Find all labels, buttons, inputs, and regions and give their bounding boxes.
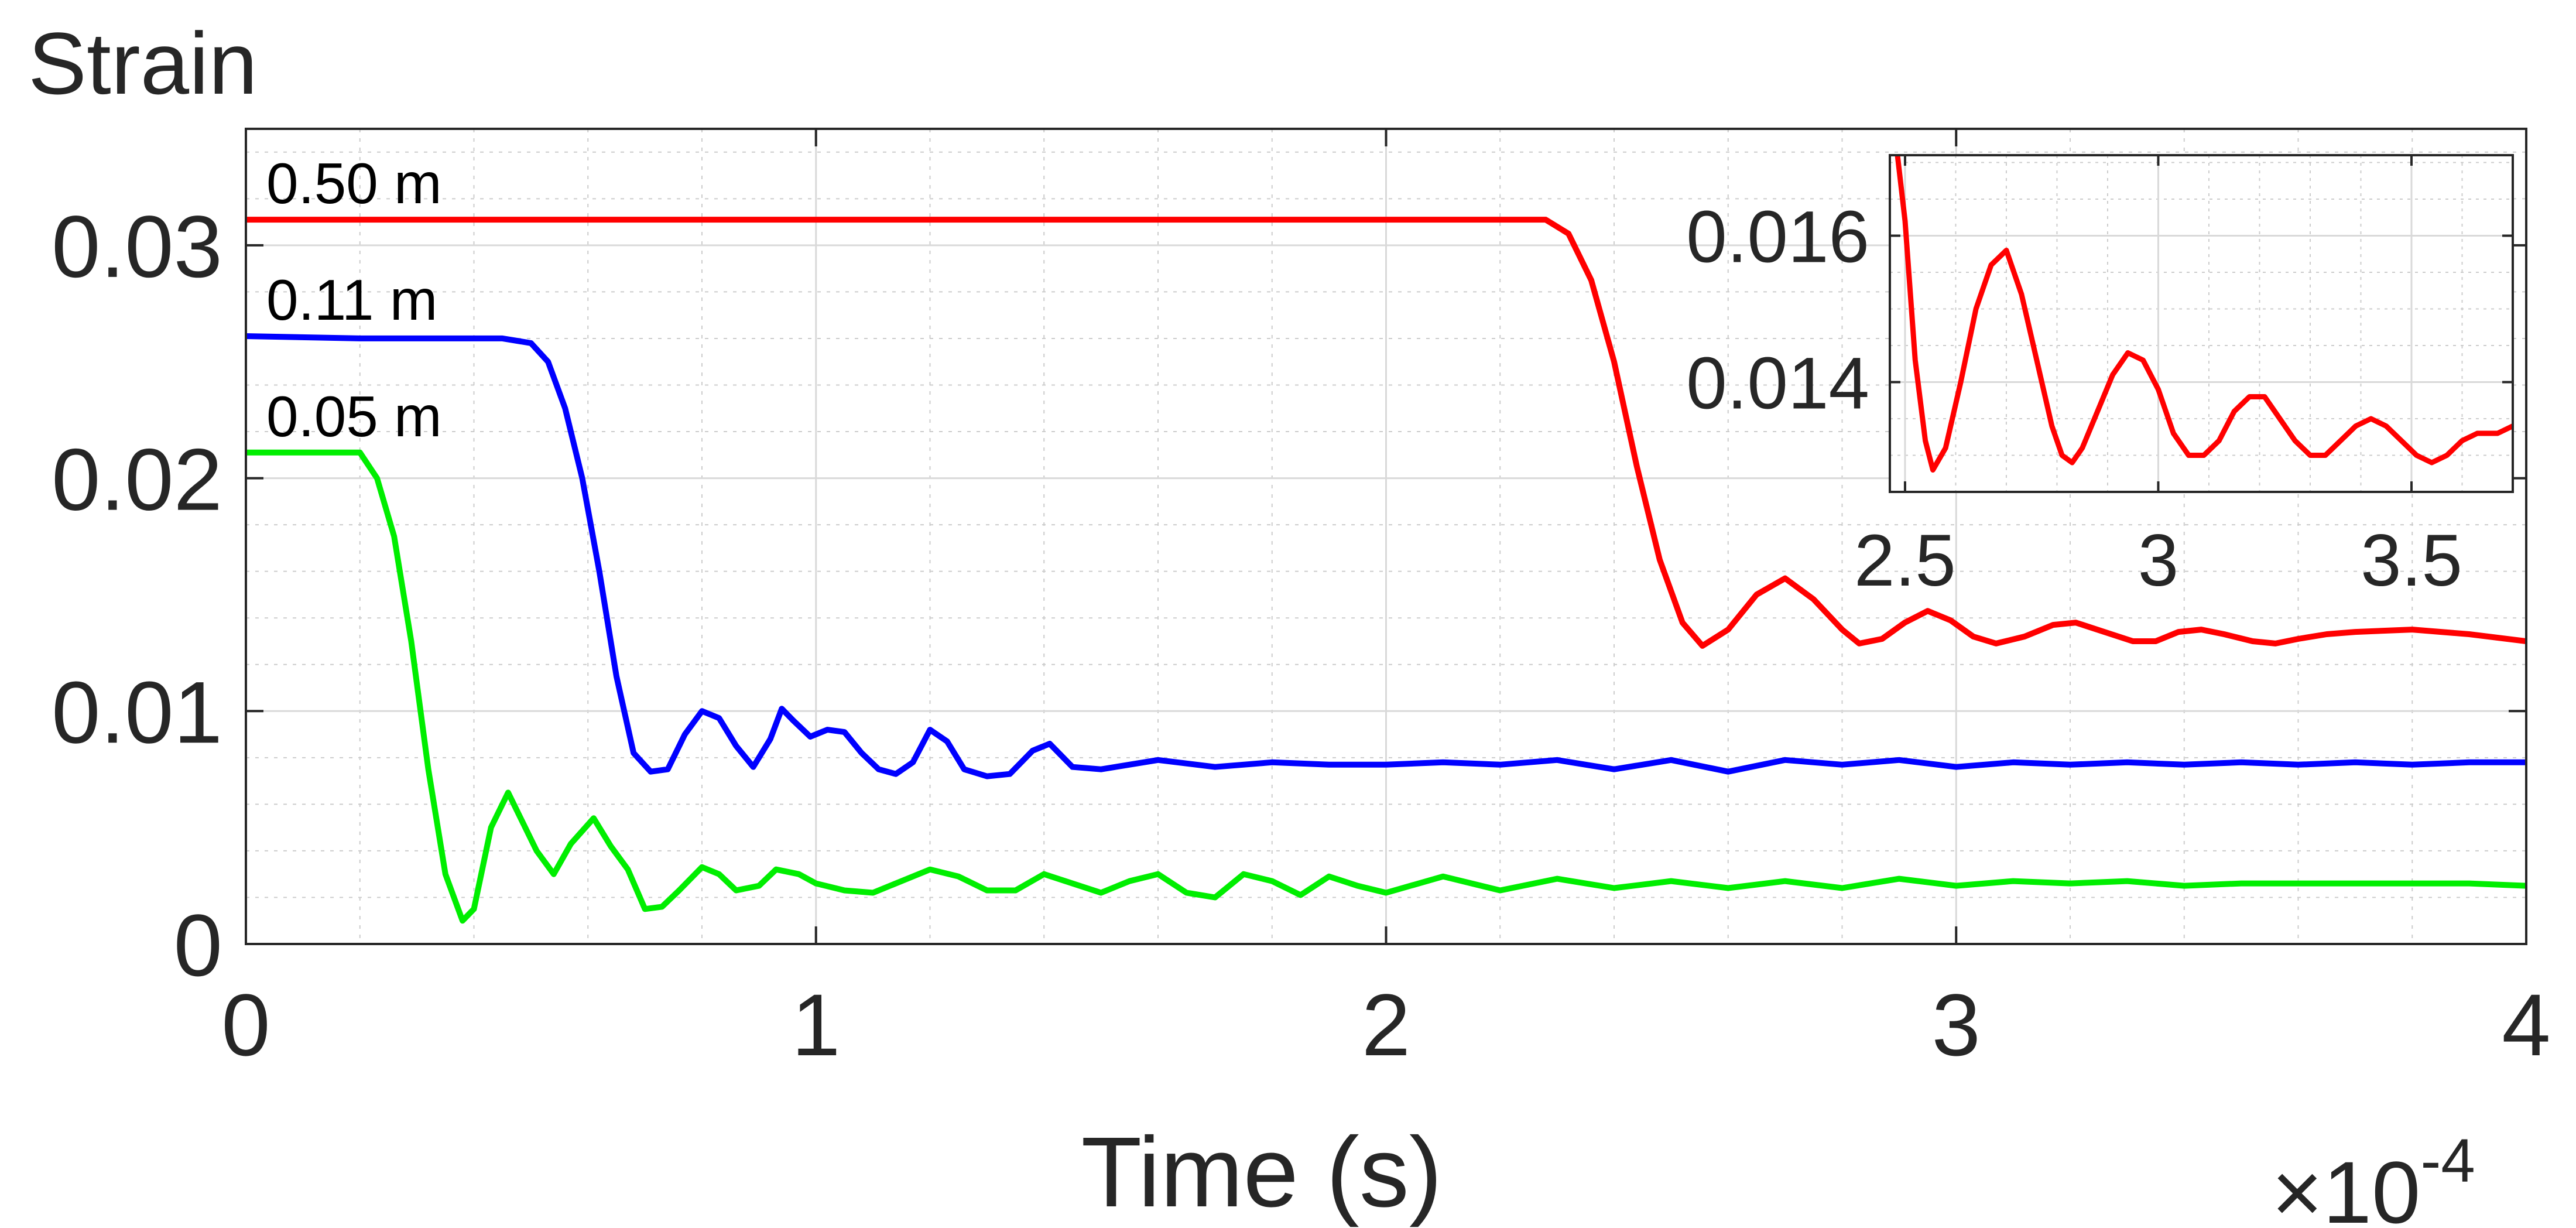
series-label-1: 0.11 m <box>266 268 437 332</box>
main-series-line-1 <box>246 333 2526 779</box>
inset-x-tick-label: 3 <box>2138 520 2179 601</box>
x-axis-multiplier: ×10-4 <box>2272 1127 2475 1228</box>
main-series-group <box>246 217 2526 924</box>
inset-plot-area: 2.5 3 3.5 0.014 0.016 <box>1686 154 2514 601</box>
inset-series-group <box>1895 155 2513 473</box>
main-y-tick-label: 0.02 <box>52 430 222 529</box>
series-label-2: 0.05 m <box>266 384 442 449</box>
inset-y-tick-label: 0.014 <box>1686 343 1869 425</box>
main-x-tick-label: 3 <box>1932 976 1981 1074</box>
y-axis-title: Strain <box>28 14 258 112</box>
main-x-tick-label: 1 <box>792 976 840 1074</box>
x-multiplier-exponent: -4 <box>2420 1127 2475 1195</box>
inset-axes-frame <box>1889 154 2514 493</box>
x-axis-title: Time (s) <box>1081 1117 1443 1228</box>
series-label-0: 0.50 m <box>266 151 442 216</box>
main-x-tick-label: 4 <box>2502 976 2550 1074</box>
inset-major-grid <box>1890 155 2513 492</box>
main-x-tick-label: 2 <box>1362 976 1410 1074</box>
x-multiplier-base: ×10 <box>2272 1143 2420 1228</box>
main-series-line-0 <box>246 217 2526 649</box>
main-x-tick-label: 0 <box>221 976 270 1074</box>
main-series-line-2 <box>246 449 2526 924</box>
inset-x-tick-label: 3.5 <box>2361 520 2462 601</box>
svg-text:×10-4: ×10-4 <box>2272 1127 2475 1228</box>
main-y-tick-label: 0 <box>174 896 222 994</box>
inset-background <box>1890 155 2513 492</box>
main-y-tick-label: 0.01 <box>52 663 222 761</box>
main-y-tick-label: 0.03 <box>52 197 222 296</box>
inset-x-tick-label: 2.5 <box>1854 520 1956 601</box>
inset-y-tick-label: 0.016 <box>1686 197 1869 278</box>
inset-series-line-0 <box>1895 155 2513 473</box>
